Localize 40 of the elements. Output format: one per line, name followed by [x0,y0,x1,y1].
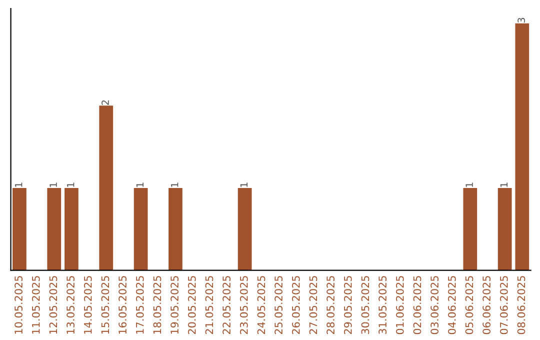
data-label: 1 [240,182,248,187]
data-label: 1 [67,182,74,187]
x-tick-label: 03.06.2025 [430,276,439,334]
x-tick-label: 16.05.2025 [118,276,126,334]
x-tick-label: 17.05.2025 [136,276,144,334]
x-tick-label: 11.05.2025 [32,276,40,334]
x-tick-label: 25.05.2025 [274,276,282,334]
x-tick-label: 10.05.2025 [14,276,22,334]
x-tick-label: 02.06.2025 [413,276,422,334]
x-tick-label: 15.05.2025 [101,276,110,334]
x-tick-label: 19.05.2025 [170,276,178,334]
x-tick-label: 18.05.2025 [153,276,162,334]
x-tick-label: 20.05.2025 [188,276,196,334]
x-tick-label: 08.06.2025 [517,276,526,334]
x-tick-label: 22.05.2025 [222,276,230,334]
x-tick-label: 31.05.2025 [378,276,387,334]
x-tick-label: 01.06.2025 [396,276,404,334]
x-tick-label: 12.05.2025 [49,276,58,334]
x-tick-label: 13.05.2025 [66,276,74,334]
data-label: 1 [136,182,144,187]
x-tick-label: 30.05.2025 [361,276,370,334]
x-tick-label: 05.06.2025 [465,276,474,334]
x-tick-label: 27.05.2025 [309,276,318,334]
data-label: 1 [171,182,178,187]
x-tick-label: 04.06.2025 [448,276,456,334]
data-label: 1 [466,182,473,187]
data-label: 1 [50,182,57,187]
x-tick-label: 23.05.2025 [240,276,248,334]
x-tick-label: 21.05.2025 [205,276,214,334]
data-label: 1 [15,182,22,187]
x-tick-label: 07.06.2025 [500,276,508,334]
x-tick-label: 29.05.2025 [344,276,352,334]
data-label: 3 [518,18,525,23]
data-label: 2 [102,100,109,105]
x-tick-label: 14.05.2025 [84,276,92,334]
x-tick-label: 24.05.2025 [257,276,266,334]
x-tick-label: 28.05.2025 [326,276,334,334]
data-label: 1 [500,182,508,187]
x-tick-label: 26.05.2025 [292,276,300,334]
x-tick-label: 06.06.2025 [482,276,491,334]
